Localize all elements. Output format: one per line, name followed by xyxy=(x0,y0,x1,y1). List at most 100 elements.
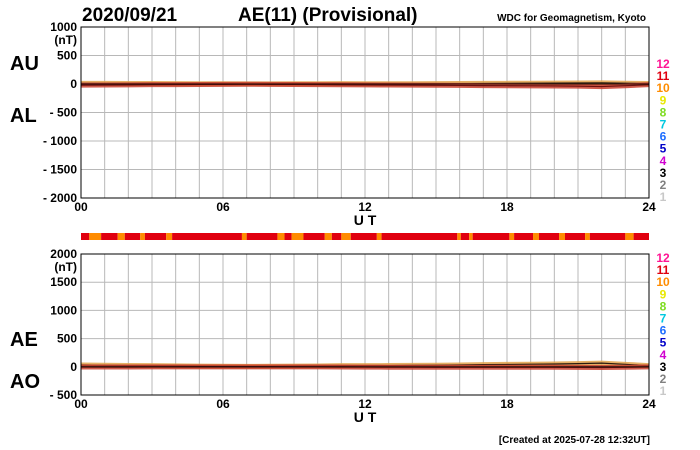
au-al-y-ticks: 1000 500 0 - 500 - 1000 - 1500 - 2000 xyxy=(43,20,77,205)
legend-entry: 2 xyxy=(660,178,667,192)
station-bar-segment xyxy=(625,233,634,240)
chart-title: AE(11) (Provisional) xyxy=(238,5,418,26)
station-bar-segment xyxy=(140,233,145,240)
station-bar-segment xyxy=(559,233,565,240)
ae-ao-y-ticks: 2000 1500 1000 500 0 - 500 xyxy=(50,247,78,402)
y-tick-label: - 1500 xyxy=(43,163,77,177)
x-tick-label: 06 xyxy=(216,397,230,411)
au-al-frame xyxy=(80,26,650,199)
legend-entry: 3 xyxy=(660,166,667,180)
y-tick-label: 0 xyxy=(70,77,77,91)
y-tick-label: - 500 xyxy=(50,388,78,402)
legend-entry: 5 xyxy=(660,336,667,350)
y-tick-label: 1000 xyxy=(50,303,77,317)
au-al-grid xyxy=(81,27,649,198)
au-al-x-ticks: 00 06 12 18 24 xyxy=(74,200,656,214)
x-tick-label: 12 xyxy=(358,397,372,411)
x-tick-label: 00 xyxy=(74,200,88,214)
source-credit: WDC for Geomagnetism, Kyoto xyxy=(497,13,646,24)
station-bar-segment xyxy=(291,233,304,240)
ae-ao-x-ticks: 00 06 12 18 24 xyxy=(74,397,656,411)
ao-label: AO xyxy=(10,371,40,393)
station-bar-segment xyxy=(81,233,90,240)
legend-entry: 10 xyxy=(656,275,670,289)
legend-entry: 11 xyxy=(657,263,670,277)
station-bar-segment xyxy=(144,233,167,240)
station-bar-segment xyxy=(331,233,342,240)
legend-entry: 6 xyxy=(660,324,667,338)
ae-label: AE xyxy=(10,329,38,351)
y-tick-label: 500 xyxy=(57,49,77,63)
legend-entry: 5 xyxy=(660,142,667,156)
x-tick-label: 24 xyxy=(642,200,656,214)
station-bar-segment xyxy=(564,233,586,240)
station-bar-segment xyxy=(124,233,141,240)
station-bar-segment xyxy=(457,233,461,240)
station-bar-segment xyxy=(472,233,510,240)
x-tick-label: 06 xyxy=(216,200,230,214)
legend-entry: 1 xyxy=(660,190,667,204)
station-bar-segment xyxy=(469,233,473,240)
y-tick-label: 0 xyxy=(70,360,77,374)
x-tick-label: 12 xyxy=(358,200,372,214)
station-bar-segment xyxy=(166,233,173,240)
au-al-x-axis-label: U T xyxy=(354,212,377,228)
station-bar-segment xyxy=(246,233,278,240)
x-tick-label: 18 xyxy=(500,397,514,411)
station-bar-segment xyxy=(277,233,285,240)
station-bar-segment xyxy=(514,233,534,240)
y-tick-label: 1500 xyxy=(50,275,77,289)
chart-date: 2020/09/21 xyxy=(82,5,178,26)
ae-ao-x-axis-label: U T xyxy=(354,409,377,425)
legend-entry: 6 xyxy=(660,130,667,144)
legend-entry: 7 xyxy=(660,118,667,132)
station-bar-segment xyxy=(303,233,325,240)
station-bar-segment xyxy=(460,233,470,240)
station-bar-segment xyxy=(241,233,247,240)
y-tick-label: - 500 xyxy=(50,106,78,120)
x-tick-label: 18 xyxy=(500,200,514,214)
station-bar-segment xyxy=(376,233,382,240)
al-label: AL xyxy=(10,105,37,127)
station-bar-segment xyxy=(341,233,351,240)
legend-entry: 9 xyxy=(660,93,667,107)
station-count-bar xyxy=(81,233,649,240)
ae-ao-unit-label: (nT) xyxy=(54,260,77,274)
series-line xyxy=(80,83,650,88)
x-tick-label: 00 xyxy=(74,397,88,411)
station-bar-segment xyxy=(172,233,242,240)
station-bar-segment xyxy=(117,233,125,240)
station-bar-segment xyxy=(538,233,560,240)
ae-ao-frame xyxy=(80,253,650,396)
legend-entry: 4 xyxy=(660,154,667,168)
y-tick-label: - 2000 xyxy=(43,191,77,205)
x-tick-label: 24 xyxy=(642,397,656,411)
legend-entry: 12 xyxy=(656,251,670,265)
legend-entry: 3 xyxy=(660,360,667,374)
created-timestamp: [Created at 2025-07-28 12:32UT] xyxy=(499,435,650,446)
au-label: AU xyxy=(10,53,39,75)
legend-entry: 11 xyxy=(657,69,670,83)
station-bar-segment xyxy=(324,233,332,240)
y-tick-label: 2000 xyxy=(50,247,77,261)
legend-entry: 12 xyxy=(656,57,670,71)
ae-ao-grid xyxy=(81,254,649,395)
legend-entry: 2 xyxy=(660,372,667,386)
legend-entry: 4 xyxy=(660,348,667,362)
station-bar-segment xyxy=(589,233,626,240)
ae-ao-traces xyxy=(80,360,650,370)
station-bar-segment xyxy=(89,233,102,240)
station-bar-segment xyxy=(533,233,539,240)
station-bar-segment xyxy=(381,233,458,240)
station-bar-segment xyxy=(509,233,515,240)
legend-entry: 1 xyxy=(660,384,667,398)
station-bar-segment xyxy=(633,233,649,240)
y-tick-label: - 1000 xyxy=(43,134,77,148)
station-bar-segment xyxy=(284,233,292,240)
legend-entry: 7 xyxy=(660,312,667,326)
legend-entry: 8 xyxy=(660,105,667,119)
